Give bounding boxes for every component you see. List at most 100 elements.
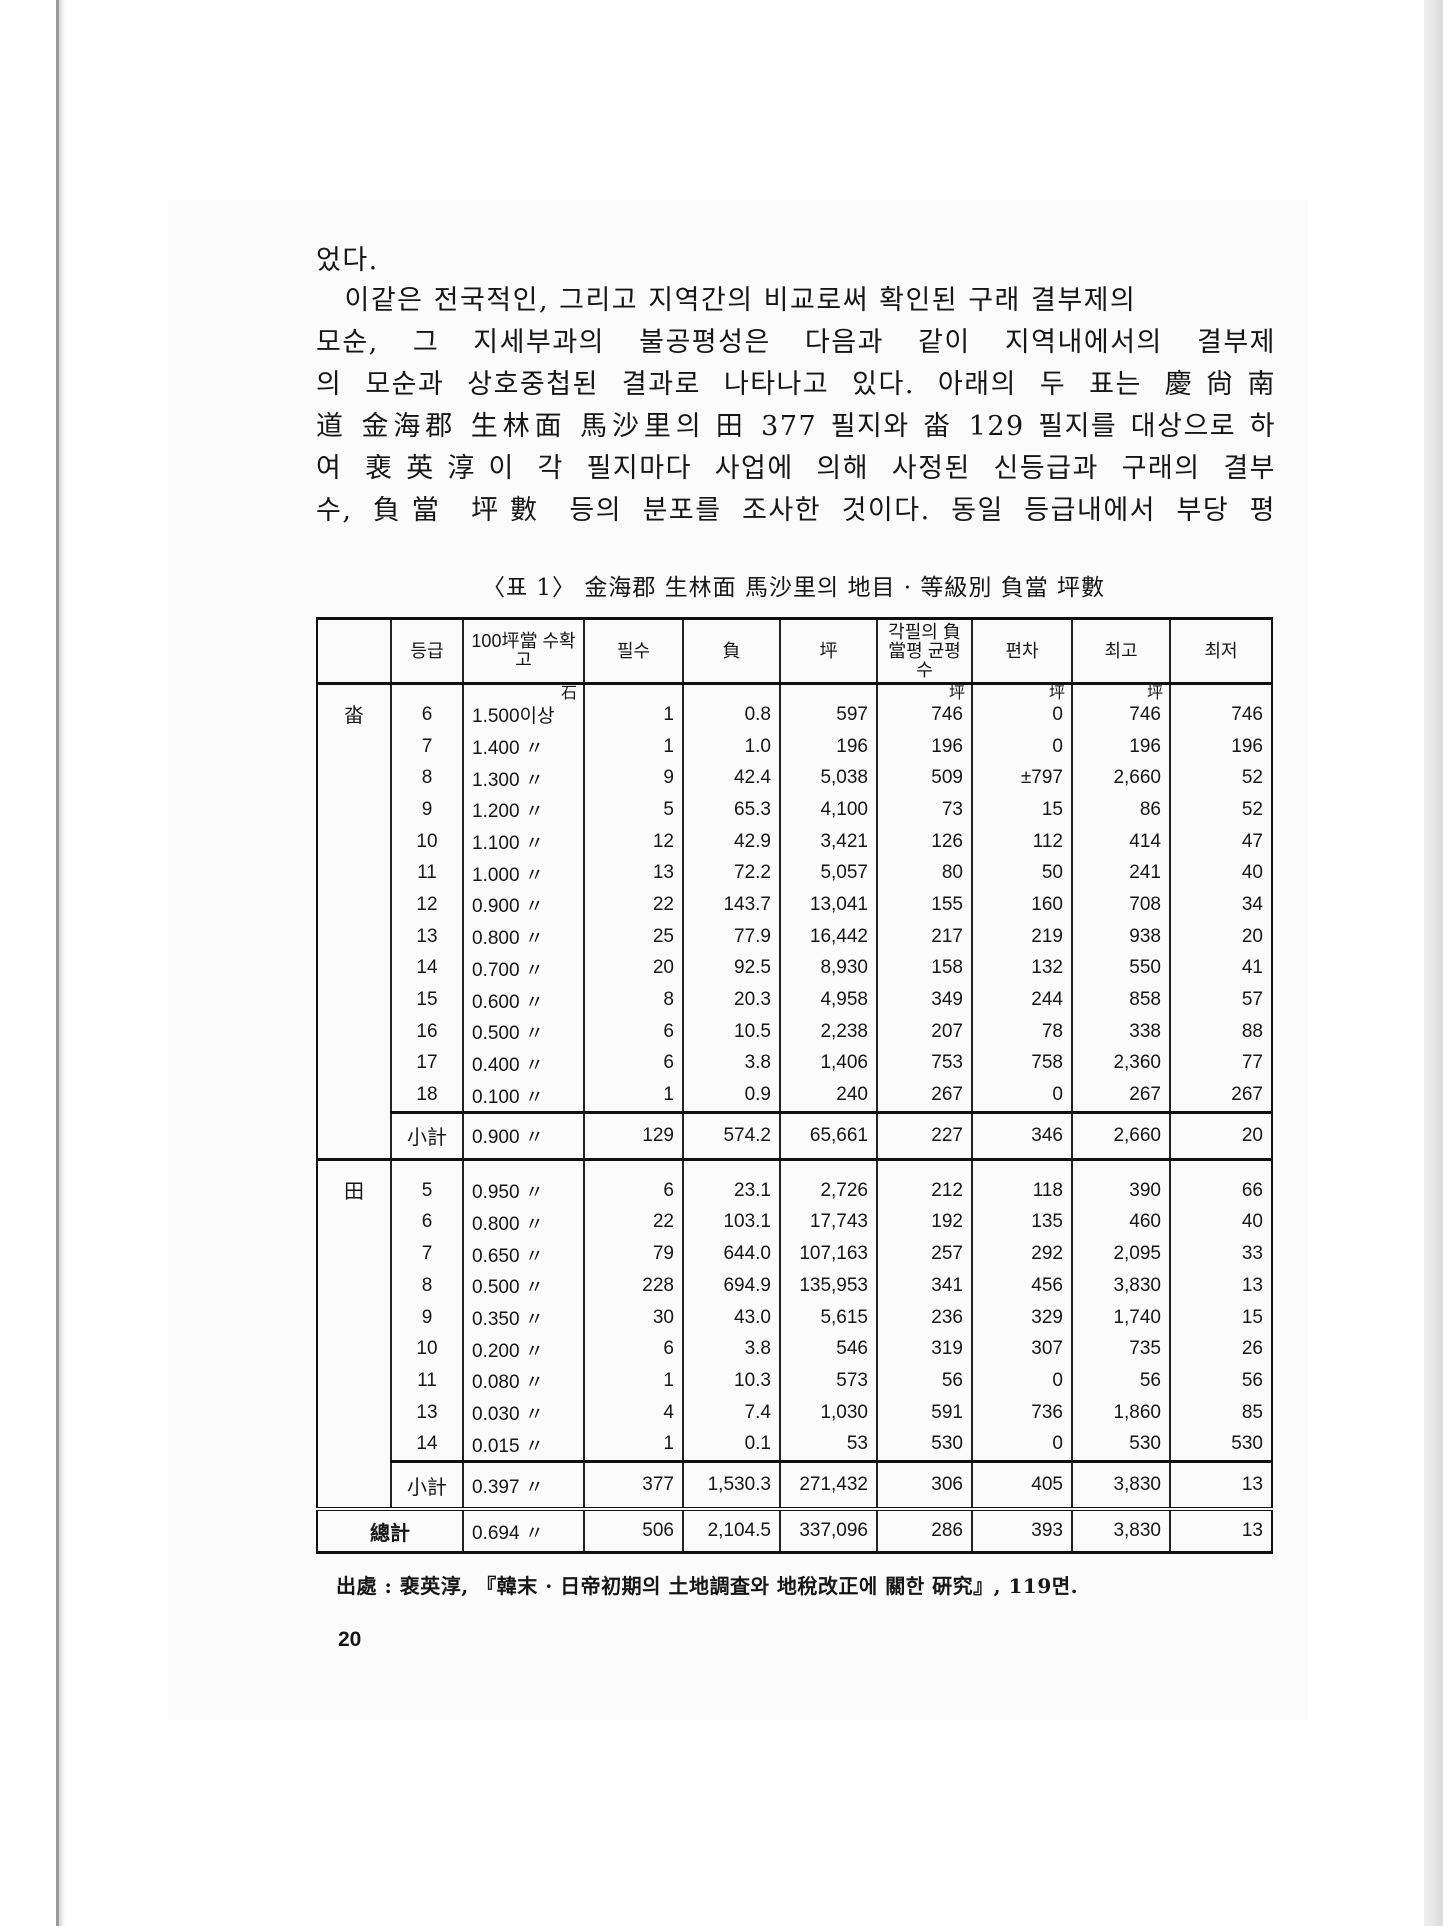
- table-cell: 3,830: [1071, 1460, 1170, 1510]
- unit-label: 坪: [948, 685, 965, 702]
- table-cell: 9: [390, 1301, 463, 1334]
- column-header: [317, 618, 391, 685]
- table-cell: 271,432: [779, 1460, 877, 1510]
- cell-value: 3,421: [820, 830, 868, 852]
- table-cell: 16: [390, 1015, 463, 1048]
- cell-value: 9: [421, 1306, 433, 1328]
- table-cell: 5,038: [779, 762, 877, 795]
- table-cell: 72.2: [682, 857, 780, 890]
- cell-value: 52: [1241, 767, 1263, 789]
- cell-value: 73: [941, 798, 963, 820]
- table-cell: 10: [390, 1333, 463, 1366]
- cell-value: 1.000 〃: [472, 864, 544, 886]
- table-cell: 6: [390, 683, 463, 731]
- page-edge-right: [1424, 0, 1443, 1926]
- table-cell: 6: [583, 1047, 683, 1080]
- cell-value: 0: [1052, 735, 1063, 757]
- table-cell: 3.8: [682, 1333, 780, 1366]
- unit-label: 石: [560, 685, 577, 702]
- cell-value: 1: [663, 1369, 674, 1391]
- table-cell: 393: [971, 1507, 1072, 1553]
- table-cell: 228: [583, 1270, 683, 1302]
- cell-value: 40: [1241, 1211, 1263, 1233]
- table-cell: 17,743: [779, 1206, 877, 1239]
- cell-value: 6: [421, 1211, 433, 1233]
- table-cell: 0.500 〃: [462, 1015, 584, 1048]
- cell-value: 10.5: [734, 1020, 771, 1042]
- table-cell: 456: [971, 1270, 1072, 1302]
- cell-value: 50: [1041, 862, 1063, 884]
- cell-value: 11: [417, 862, 437, 884]
- cell-value: 456: [1031, 1274, 1063, 1296]
- cell-value: 4,100: [820, 798, 868, 820]
- paragraph-line: 여 裵英淳이 각 필지마다 사업에 의해 사정된 신등급과 구래의 결부: [316, 453, 1276, 484]
- table-cell: 22: [583, 889, 683, 921]
- table-cell: 3,830: [1071, 1507, 1170, 1553]
- table-cell: 43.0: [682, 1301, 780, 1334]
- cell-value: 546: [836, 1338, 868, 1360]
- cell-value: 694.9: [723, 1274, 771, 1296]
- table-cell: 15: [971, 794, 1072, 826]
- cell-value: 753: [931, 1052, 963, 1074]
- cell-value: 267: [931, 1084, 963, 1106]
- table-cell: 2,660: [1071, 1110, 1170, 1160]
- cell-value: 118: [1032, 1179, 1063, 1201]
- table-cell: 34: [1169, 889, 1272, 921]
- table-cell: 390: [1071, 1157, 1170, 1207]
- table-cell: 92.5: [682, 952, 780, 985]
- cell-value: 244: [1031, 989, 1063, 1011]
- cell-value: 1.400 〃: [472, 738, 544, 760]
- table-cell: 346: [971, 1110, 1072, 1160]
- cell-value: 30: [652, 1306, 674, 1328]
- table-row: 15 0.600 〃 8 20.3 4,958 349 244 858 57: [317, 984, 1272, 1016]
- table-cell: 11: [390, 857, 463, 890]
- table-cell: 0.1: [682, 1428, 780, 1462]
- table-cell: 65.3: [682, 794, 780, 826]
- table-header-row: 등급 100坪當 수확고 필수 負坪 각필의 負當평 균평수 편차 최고 최저: [317, 618, 1272, 685]
- cell-value: 3.8: [744, 1052, 771, 1074]
- cell-value: 85: [1241, 1401, 1263, 1423]
- table-cell: 40: [1169, 857, 1272, 890]
- table-cell: 0.650 〃: [462, 1238, 584, 1270]
- table-cell: 736: [971, 1396, 1072, 1429]
- table-cell: 0.900 〃: [462, 889, 584, 921]
- table-cell: 0.900 〃: [462, 1110, 584, 1160]
- table-cell: 0.700 〃: [462, 952, 584, 985]
- table-row: 12 0.900 〃 22 143.7 13,041 155 160 708 34: [317, 889, 1272, 921]
- cell-value: 56: [1139, 1369, 1161, 1391]
- cell-value: 341: [931, 1274, 963, 1296]
- table-cell: 4,100: [779, 794, 877, 826]
- page-shadow: [59, 0, 65, 1926]
- cell-value: 509: [931, 767, 963, 789]
- cell-value: 13: [1241, 1274, 1263, 1296]
- cell-value: 1: [663, 703, 674, 725]
- table-cell: 6: [390, 1206, 463, 1239]
- table-cell: 591: [876, 1396, 972, 1429]
- table-row: 8 1.300 〃 9 42.4 5,038 509 ±797 2,660 52: [317, 762, 1272, 795]
- cell-value: 6: [663, 1338, 674, 1360]
- table-cell: 196: [779, 730, 877, 763]
- cell-value: ±797: [1020, 767, 1063, 789]
- table-cell: 13: [1169, 1460, 1272, 1510]
- cell-value: 708: [1129, 893, 1161, 915]
- cell-value: 349: [931, 989, 963, 1011]
- table-cell: 338: [1071, 1015, 1170, 1048]
- table-cell: 8: [390, 1270, 463, 1302]
- cell-value: 307: [1031, 1338, 1063, 1360]
- table-cell: 1.200 〃: [462, 794, 584, 826]
- cell-value: 12: [652, 830, 674, 852]
- table-cell: 192: [876, 1206, 972, 1239]
- table-cell: 0: [971, 1365, 1072, 1397]
- table-cell: 241: [1071, 857, 1170, 890]
- table-row: 14 0.700 〃 20 92.5 8,930 158 132 550 41: [317, 952, 1272, 985]
- cell-value: 14: [416, 957, 438, 979]
- table-cell: 42.9: [682, 825, 780, 858]
- cell-value: 132: [1031, 957, 1063, 979]
- cell-value: 15: [1241, 1306, 1263, 1328]
- cell-value: 158: [931, 957, 963, 979]
- cell-value: 2,660: [1113, 767, 1161, 789]
- total-row: 總計 0.694 〃 506 2,104.5 337,096 286 393 3,830 13: [317, 1507, 1272, 1553]
- table-cell: 4,958: [779, 984, 877, 1016]
- table-row: 7 0.650 〃 79 644.0 107,163 257 292 2,095 33: [317, 1238, 1272, 1270]
- paragraph-line: 모순, 그 지세부과의 불공평성은 다음과 같이 지역내에서의 결부제: [316, 327, 1276, 358]
